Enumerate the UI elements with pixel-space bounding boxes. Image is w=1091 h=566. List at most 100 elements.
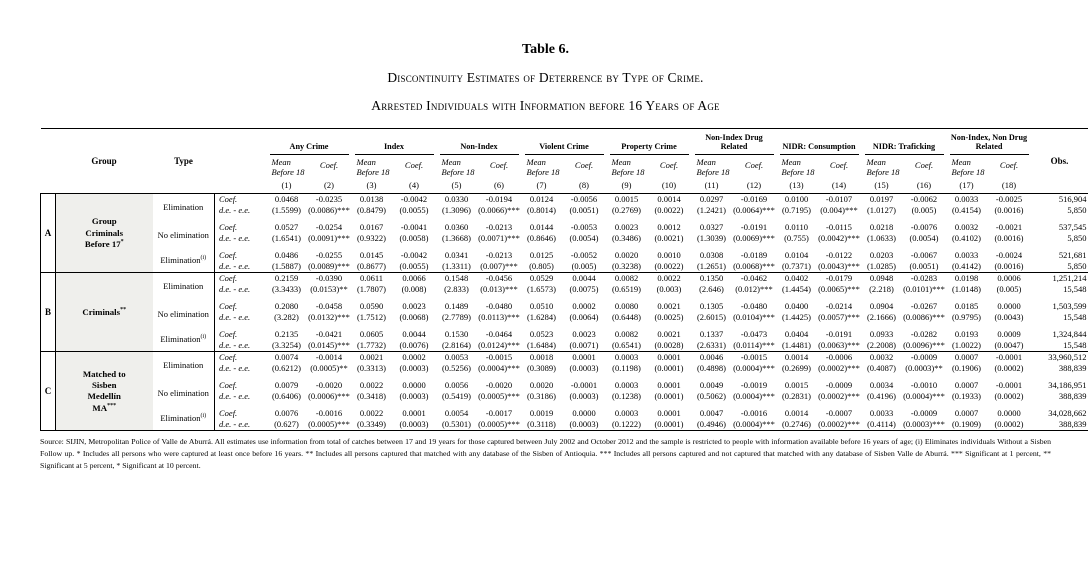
mean-before-18-subheader: Mean Before 18 [781, 156, 815, 177]
column-number: (15) [861, 177, 902, 195]
type-label: No elimination [157, 388, 209, 399]
se-value: (0.627) [266, 419, 307, 432]
se-value: (0.0054) [909, 233, 939, 244]
se-value: (0.4087) [866, 363, 897, 374]
mean-before-18-subheader: Mean Before 18 [356, 156, 390, 177]
se-value: (0.9322) [356, 233, 387, 244]
obs-value: 516,904 [1058, 194, 1087, 205]
mean-before-18-subheader: Mean Before 18 [866, 156, 900, 177]
crime-group-label: Index [354, 142, 434, 155]
se-value: (0.0002) [994, 363, 1024, 374]
mean-value: 0.0904 [869, 301, 894, 312]
mean-value: 0.0033 [869, 408, 894, 419]
se-value: (0.4154) [951, 205, 982, 216]
mean-value: 0.0125 [529, 250, 554, 261]
se-value: (0.005) [561, 261, 607, 274]
coef-value: -0.0235 [315, 194, 343, 205]
se-value: (1.4425) [781, 312, 812, 323]
se-value: (0.005) [996, 284, 1022, 295]
mean-before-18-subheader: Mean Before 18 [611, 156, 645, 177]
coef-subheader: Coef. [574, 160, 594, 171]
obs-sample-value: 388,839 [1058, 363, 1087, 374]
se-value: (3.3433) [271, 284, 302, 295]
crime-group-label: Non-Index Drug Related [694, 133, 774, 155]
type-label: Elimination [163, 360, 204, 371]
results-table: Group Type Any Crime Index Non-Index Violent … [40, 127, 1088, 432]
coef-value: -0.0006 [825, 352, 853, 363]
se-value: (1.0148) [951, 284, 982, 295]
coef-value: -0.0390 [315, 273, 343, 284]
coef-value: -0.0016 [315, 408, 343, 419]
type-label-superscript: (i) [200, 413, 207, 420]
mean-value: 0.1489 [444, 301, 469, 312]
se-value: (1.3668) [441, 233, 472, 244]
coef-value: -0.0473 [740, 329, 768, 340]
coef-value: 0.0009 [997, 329, 1021, 340]
mean-value: 0.0034 [869, 380, 894, 391]
table-subtitle-line1: Discontinuity Estimates of Deterrence by… [387, 70, 704, 85]
se-value: (0.0022) [654, 205, 684, 216]
se-value: (0.0005)*** [476, 419, 522, 432]
column-number: (16) [901, 177, 947, 195]
mean-value: 0.0510 [529, 301, 554, 312]
stat-label-se: d.e. - e.e. [214, 284, 267, 302]
se-value: (0.0068)*** [731, 261, 777, 274]
coef-value: -0.0001 [995, 380, 1023, 391]
se-value: (0.3313) [356, 363, 387, 374]
mean-value: 0.0053 [444, 352, 469, 363]
mean-before-18-subheader: Mean Before 18 [951, 156, 985, 177]
coef-value: 0.0021 [657, 329, 681, 340]
mean-value: 0.0327 [699, 222, 724, 233]
column-number: (13) [776, 177, 817, 195]
mean-value: 0.0015 [784, 380, 809, 391]
mean-value: 0.1350 [699, 273, 724, 284]
stat-label-coef: Coef. [214, 380, 267, 392]
se-value: (0.005) [911, 205, 937, 216]
se-value: (0.0016) [994, 205, 1024, 216]
column-number: (11) [691, 177, 732, 195]
coef-value: 0.0006 [997, 273, 1021, 284]
crime-group-header: NIDR: Traficking [861, 127, 947, 155]
se-value: (0.0124)*** [476, 340, 522, 353]
coef-value: -0.0480 [740, 301, 768, 312]
mean-value: 0.0049 [699, 380, 724, 391]
mean-value: 0.0193 [954, 329, 979, 340]
se-value: (0.4898) [696, 363, 727, 374]
se-value: (0.0132)*** [308, 312, 350, 323]
panel-letter: C [40, 351, 56, 432]
column-number: (18) [986, 177, 1032, 195]
coef-value: -0.0194 [485, 194, 513, 205]
coef-value: -0.0001 [570, 380, 598, 391]
mean-value: 0.0144 [529, 222, 554, 233]
stat-label-se: d.e. - e.e. [214, 419, 267, 432]
group-name-superscript: * [120, 239, 124, 246]
group-name-superscript: *** [107, 402, 117, 409]
coef-subheader: Coef. [744, 160, 764, 171]
se-value: (0.4114) [861, 419, 902, 432]
stat-label-coef: Coef. [214, 329, 267, 341]
se-value: (0.0043)*** [816, 261, 862, 274]
mean-value: 0.2080 [274, 301, 299, 312]
coef-value: -0.0041 [400, 222, 428, 233]
mean-value: 0.0007 [954, 408, 979, 419]
panel-letter: B [40, 272, 56, 353]
mean-value: 0.2135 [274, 329, 299, 340]
stat-label-coef: Coef. [214, 250, 267, 262]
se-value: (0.3118) [521, 419, 562, 432]
coef-value: -0.0189 [740, 250, 768, 261]
coef-value: -0.0042 [400, 194, 428, 205]
mean-value: 0.0056 [444, 380, 469, 391]
obs-sample-value: 388,839 [1058, 391, 1087, 402]
se-value: (0.0001) [654, 391, 684, 402]
se-value: (0.0004)*** [903, 391, 945, 402]
mean-value: 0.0047 [699, 408, 724, 419]
se-value: (0.0051) [901, 261, 947, 274]
se-value: (0.0054) [569, 233, 599, 244]
se-value: (0.0022) [646, 261, 692, 274]
mean-value: 0.0933 [869, 329, 894, 340]
se-value: (0.0051) [569, 205, 599, 216]
stat-label-se: d.e. - e.e. [214, 233, 267, 251]
mean-value: 0.1548 [444, 273, 469, 284]
crime-group-label: Non-Index, Non Drug Related [949, 133, 1029, 155]
se-value: (1.6284) [526, 312, 557, 323]
